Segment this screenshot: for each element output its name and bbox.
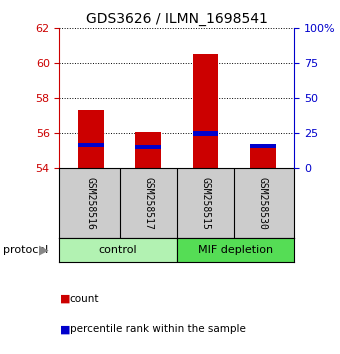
Title: GDS3626 / ILMN_1698541: GDS3626 / ILMN_1698541 <box>86 12 268 26</box>
Bar <box>250 144 275 168</box>
Text: MIF depletion: MIF depletion <box>198 245 273 255</box>
Text: GSM258516: GSM258516 <box>86 177 96 229</box>
Text: GSM258517: GSM258517 <box>143 177 153 229</box>
Text: count: count <box>70 294 99 304</box>
Text: ▶: ▶ <box>39 244 49 256</box>
Text: percentile rank within the sample: percentile rank within the sample <box>70 324 245 334</box>
Bar <box>135 145 161 149</box>
Bar <box>78 110 104 168</box>
Text: GSM258530: GSM258530 <box>258 177 268 229</box>
Bar <box>135 132 161 168</box>
Text: ■: ■ <box>59 324 70 334</box>
Text: GSM258515: GSM258515 <box>200 177 210 229</box>
Bar <box>250 144 275 148</box>
Bar <box>78 143 104 147</box>
Text: ■: ■ <box>59 294 70 304</box>
Text: protocol: protocol <box>3 245 49 255</box>
Text: control: control <box>99 245 137 255</box>
Bar <box>192 131 218 136</box>
Bar <box>192 54 218 168</box>
